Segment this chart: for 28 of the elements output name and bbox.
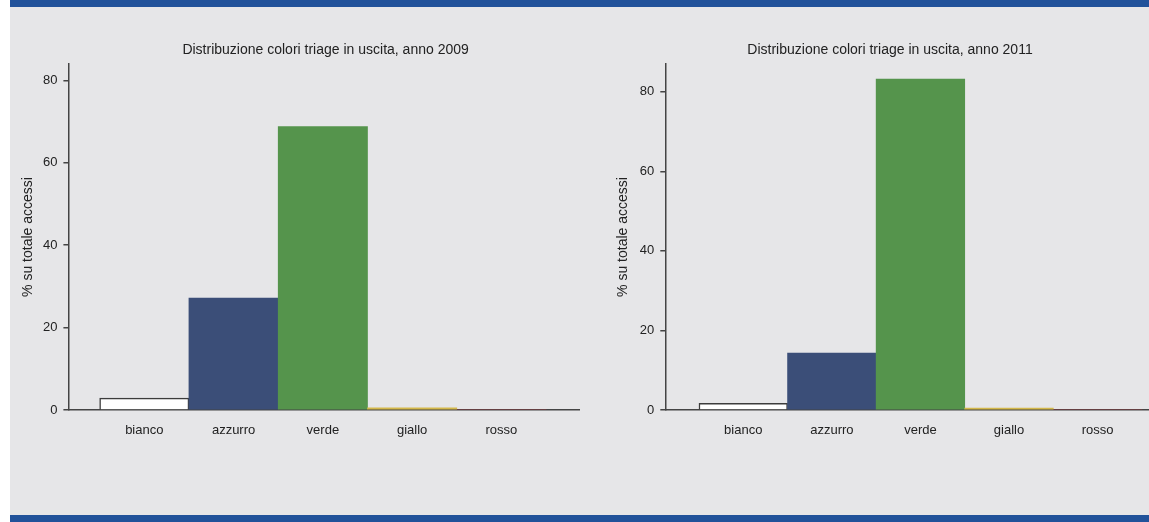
chart-title: Distribuzione colori triage in uscita, anno 2011 — [747, 41, 1033, 58]
y-tick-label: 20 — [639, 322, 655, 338]
bar — [188, 297, 279, 410]
chart-title: Distribuzione colori triage in uscita, anno 2009 — [182, 41, 469, 58]
bar — [277, 126, 368, 410]
y-tick-label: 20 — [42, 319, 58, 335]
y-tick-label: 0 — [50, 401, 58, 417]
x-tick-label: azzurro — [810, 422, 854, 438]
x-tick-label: giallo — [396, 422, 428, 438]
y-tick-label: 40 — [639, 242, 655, 258]
y-tick-label: 60 — [639, 162, 655, 178]
bar — [787, 352, 877, 410]
x-tick-label: rosso — [1081, 422, 1114, 438]
x-tick-label: azzurro — [211, 422, 256, 438]
x-tick-label: rosso — [485, 422, 518, 438]
y-tick-label: 40 — [42, 236, 58, 252]
y-tick-label: 80 — [42, 72, 58, 88]
x-tick-label: giallo — [993, 422, 1025, 438]
x-tick-label: bianco — [724, 422, 763, 438]
y-axis-title: % su totale accessi — [614, 177, 631, 297]
x-tick-label: verde — [904, 422, 937, 438]
y-tick-label: 60 — [42, 154, 58, 170]
y-axis-title: % su totale accessi — [19, 177, 36, 297]
x-tick-label: bianco — [125, 422, 164, 438]
x-tick-label: verde — [306, 422, 340, 438]
y-tick-label: 80 — [639, 83, 655, 99]
y-tick-label: 0 — [647, 401, 655, 417]
bar — [875, 78, 966, 410]
